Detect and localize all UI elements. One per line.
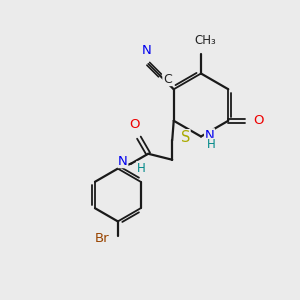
Text: C: C: [163, 73, 172, 85]
Text: H: H: [206, 138, 215, 152]
Text: N: N: [118, 154, 128, 168]
Text: S: S: [181, 130, 190, 145]
Text: N: N: [205, 129, 214, 142]
Text: O: O: [253, 114, 264, 127]
Text: N: N: [142, 44, 152, 57]
Text: Br: Br: [95, 232, 110, 245]
Text: H: H: [137, 161, 146, 175]
Text: O: O: [129, 118, 140, 131]
Text: CH₃: CH₃: [195, 34, 216, 46]
